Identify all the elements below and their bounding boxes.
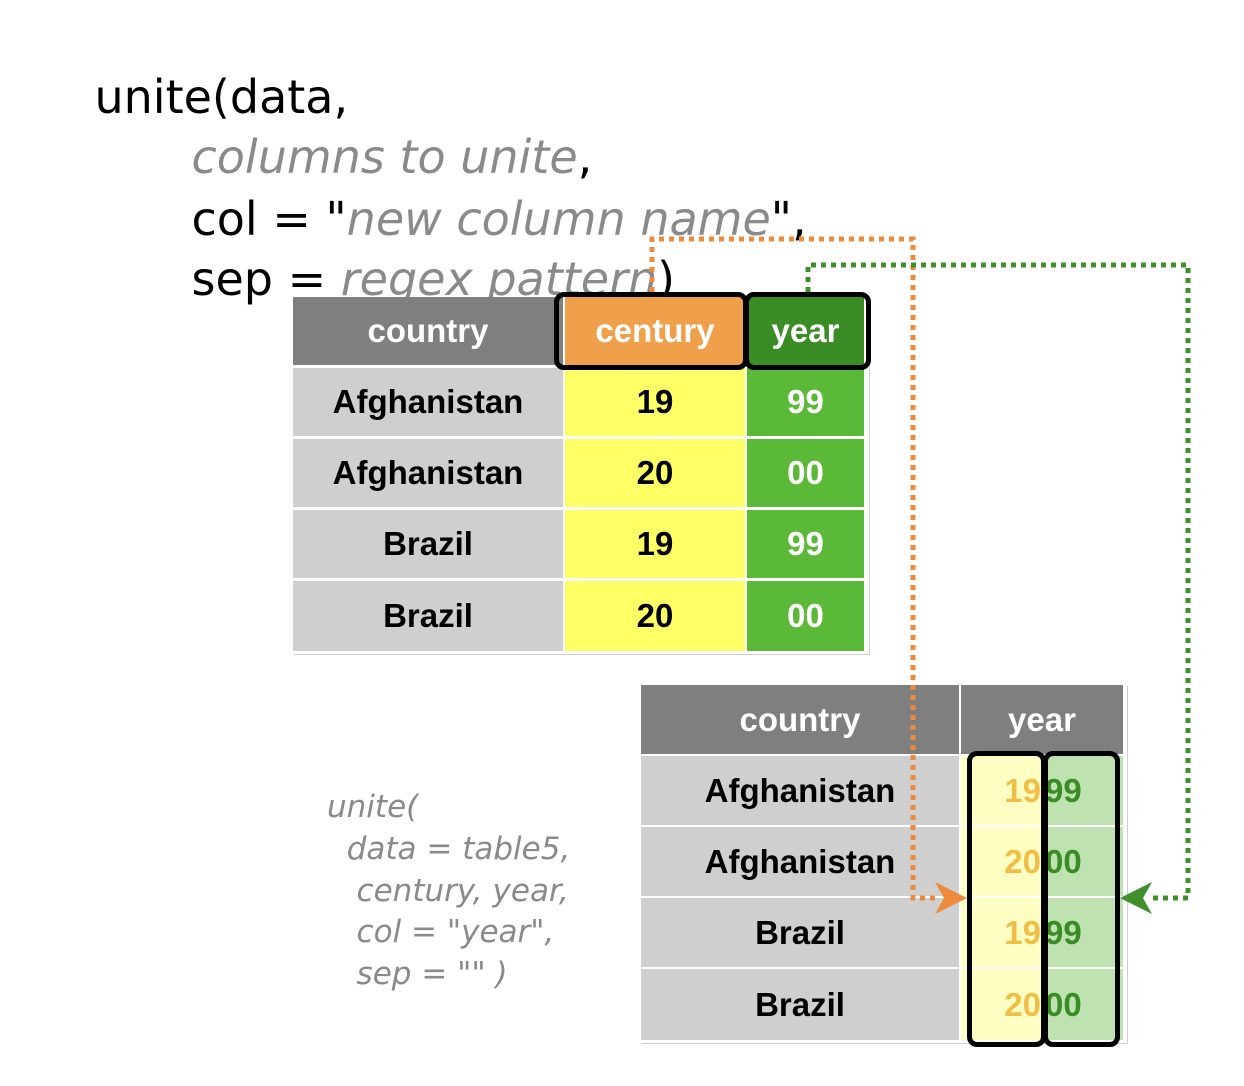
example-code-line: sep = "" ): [327, 956, 508, 992]
input-header-century: century: [565, 297, 745, 365]
century-arrow: [649, 236, 935, 901]
output-cell-year-part: 00: [1043, 969, 1123, 1040]
input-cell-country: Brazil: [293, 510, 563, 578]
columns-comma: ,: [577, 130, 593, 184]
input-cell-country: Brazil: [293, 581, 563, 651]
output-year-highlight: [1043, 751, 1120, 1047]
output-header-country: country: [641, 685, 959, 754]
year-highlight: [744, 292, 871, 370]
signature-line-1: unite(data,: [36, 28, 349, 166]
example-code-line: unite(: [327, 789, 419, 825]
output-cell-century-part: 20: [961, 969, 1043, 1040]
input-cell-country: Afghanistan: [293, 368, 563, 436]
output-cell-century-part: 20: [961, 827, 1043, 896]
output-table: country year Afghanistan 19 99 Afghanist…: [641, 685, 1127, 1043]
input-cell-century: 19: [565, 510, 745, 578]
output-cell-century-part: 19: [961, 756, 1043, 825]
input-cell-country: Afghanistan: [293, 439, 563, 507]
output-cell-year-part: 99: [1043, 756, 1123, 825]
input-cell-year: 99: [747, 510, 864, 578]
input-header-year: year: [747, 297, 864, 365]
sep-prefix: sep =: [191, 252, 341, 306]
columns-placeholder: columns to unite: [191, 130, 578, 184]
output-cell-country: Brazil: [641, 969, 959, 1040]
example-code-line: century, year,: [327, 873, 569, 909]
input-cell-year: 00: [747, 581, 864, 651]
example-code-line: data = table5,: [327, 831, 571, 867]
input-cell-year: 99: [747, 368, 864, 436]
output-header-year: year: [961, 685, 1123, 754]
output-cell-year-part: 00: [1043, 827, 1123, 896]
col-placeholder: new column name: [346, 192, 771, 246]
year-arrow-head: [1120, 882, 1152, 914]
col-prefix: col = ": [191, 192, 347, 246]
output-cell-country: Afghanistan: [641, 827, 959, 896]
signature-line-3: col = "new column name",: [133, 150, 807, 288]
input-cell-century: 20: [565, 439, 745, 507]
input-cell-century: 19: [565, 368, 745, 436]
input-table: country century year Afghanistan 19 99 A…: [293, 297, 869, 654]
signature-fn-open: unite(data,: [94, 70, 349, 124]
input-cell-year: 00: [747, 439, 864, 507]
year-arrow: [805, 262, 1191, 901]
output-cell-century-part: 19: [961, 898, 1043, 967]
century-arrow-head: [935, 882, 967, 914]
sep-suffix: ): [657, 252, 676, 306]
output-cell-country: Brazil: [641, 898, 959, 967]
signature-line-2: columns to unite,: [133, 88, 593, 226]
example-code-line: col = "year",: [327, 914, 555, 950]
input-cell-century: 20: [565, 581, 745, 651]
col-suffix: ",: [770, 192, 807, 246]
output-cell-year-part: 99: [1043, 898, 1123, 967]
input-header-country: country: [293, 297, 563, 365]
output-cell-country: Afghanistan: [641, 756, 959, 825]
